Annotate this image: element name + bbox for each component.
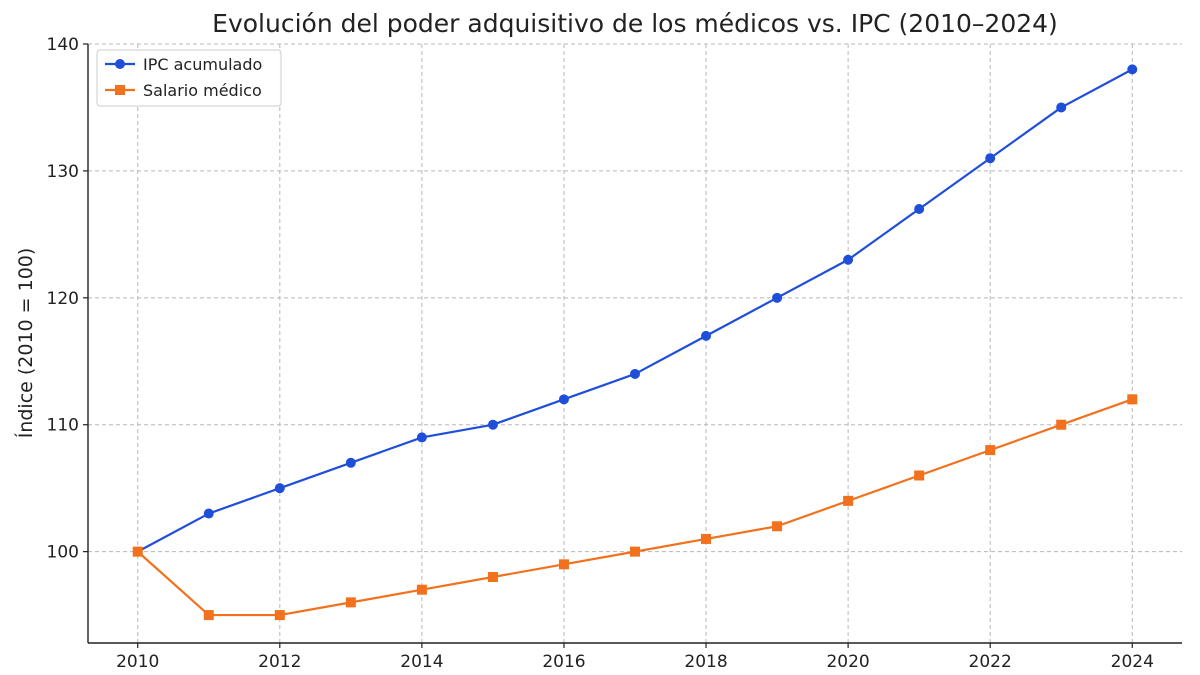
x-tick-label: 2014 [400,652,443,672]
data-point [132,546,143,557]
data-point [701,330,712,341]
data-point [843,495,854,506]
legend-swatch-marker [115,59,125,69]
data-point [203,610,214,621]
data-point [487,572,498,583]
legend-swatch-marker [115,85,125,95]
y-tick-label: 130 [47,162,79,182]
x-tick-label: 2018 [684,652,727,672]
x-tick-label: 2020 [826,652,869,672]
legend: IPC acumulado Salario médico [96,49,282,107]
legend-entry: Salario médico [105,81,262,100]
data-point [772,292,783,303]
data-point [274,483,285,494]
data-point [772,521,783,532]
data-point [345,457,356,468]
y-tick-label: 120 [47,289,79,309]
axes-frame [87,44,1182,644]
y-tick-label: 110 [47,416,79,436]
data-point [345,597,356,608]
x-tick-label: 2012 [258,652,301,672]
legend-entry: IPC acumulado [105,55,262,74]
y-axis-ticks: 100 110 120 130 140 [47,35,88,563]
data-point [630,546,640,557]
x-tick-label: 2010 [116,652,159,672]
data-point [630,368,640,379]
data-point [1056,102,1067,113]
legend-label: IPC acumulado [143,55,262,74]
y-tick-label: 140 [47,35,79,55]
data-point [416,584,427,595]
data-point [914,203,925,214]
x-axis-ticks: 2010 2012 2014 2016 2018 2020 2022 2024 [116,643,1154,672]
legend-box [96,49,282,107]
data-point [416,432,427,443]
data-point [1127,394,1138,405]
legend-label: Salario médico [143,81,262,100]
series-1 [132,394,1138,621]
grid-lines [88,43,1182,643]
data-point [558,559,569,570]
data-point [1056,419,1067,430]
x-tick-label: 2016 [542,652,585,672]
data-point [701,533,712,544]
data-point [558,394,569,405]
y-tick-label: 100 [47,543,79,563]
data-point [1127,64,1138,75]
data-point [914,470,925,481]
data-point [985,445,996,456]
data-point [487,419,498,430]
series-0 [132,64,1138,557]
y-axis-label: Índice (2010 = 100) [14,248,37,439]
data-point [843,254,854,265]
data-point [274,610,285,621]
series-layer [132,64,1138,621]
data-point [985,153,996,164]
x-tick-label: 2022 [969,652,1012,672]
chart-title: Evolución del poder adquisitivo de los m… [212,9,1058,38]
x-tick-label: 2024 [1111,652,1154,672]
data-point [203,508,214,519]
